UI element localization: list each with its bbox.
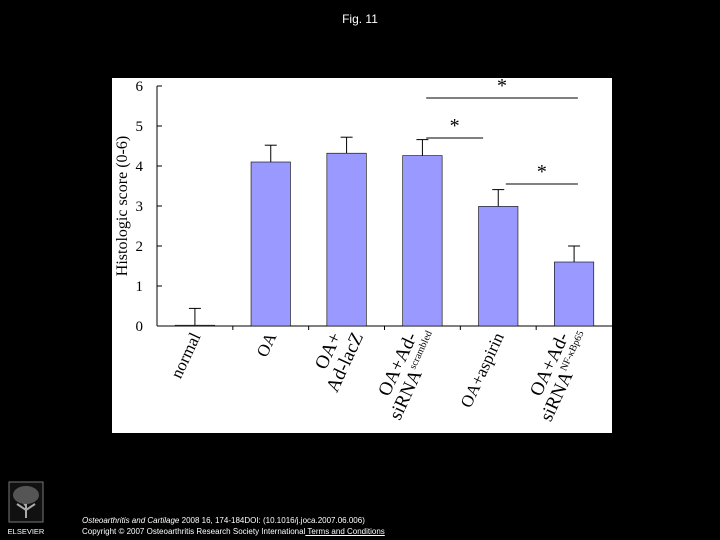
- citation-line: Osteoarthritis and Cartilage 2008 16, 17…: [82, 515, 385, 526]
- copyright-text: Copyright © 2007 Osteoarthritis Research…: [82, 527, 306, 536]
- y-tick-label: 3: [136, 199, 144, 215]
- x-tick-label: OA: [253, 329, 281, 360]
- significance-star: *: [497, 78, 507, 97]
- elsevier-logo-text: ELSEVIER: [8, 527, 45, 536]
- terms-link[interactable]: Terms and Conditions: [305, 527, 385, 536]
- y-axis-label: Histologic score (0-6): [114, 136, 131, 276]
- y-tick-label: 1: [136, 279, 144, 295]
- y-tick-label: 6: [136, 79, 144, 95]
- footer: Osteoarthritis and Cartilage 2008 16, 17…: [82, 515, 385, 537]
- y-tick-label: 0: [136, 319, 144, 335]
- bar: [554, 261, 595, 327]
- y-tick-label: 4: [136, 159, 144, 175]
- bar: [174, 324, 215, 327]
- significance-star: *: [537, 161, 547, 183]
- bar-chart: Histologic score (0-6) 0 1 2 3 4 5 6 normal OA OA…: [114, 78, 612, 425]
- x-tick-label: normal: [167, 329, 205, 381]
- figure-title: Fig. 11: [342, 12, 378, 26]
- significance-star: *: [450, 115, 460, 137]
- chart-panel: Histologic score (0-6) 0 1 2 3 4 5 6 normal OA OA…: [112, 78, 612, 433]
- bar: [478, 206, 519, 327]
- x-tick-label: OA+aspirin: [457, 329, 508, 410]
- journal-name: Osteoarthritis and Cartilage: [82, 516, 180, 525]
- elsevier-logo: ELSEVIER: [8, 481, 45, 536]
- y-tick-label: 5: [136, 119, 144, 135]
- citation-text: 2008 16, 174-184DOI: (10.1016/j.joca.200…: [179, 516, 365, 525]
- y-tick-label: 2: [136, 239, 144, 255]
- bar: [326, 152, 367, 327]
- bar: [250, 161, 291, 327]
- copyright-line: Copyright © 2007 Osteoarthritis Research…: [82, 526, 385, 537]
- bar: [402, 155, 443, 327]
